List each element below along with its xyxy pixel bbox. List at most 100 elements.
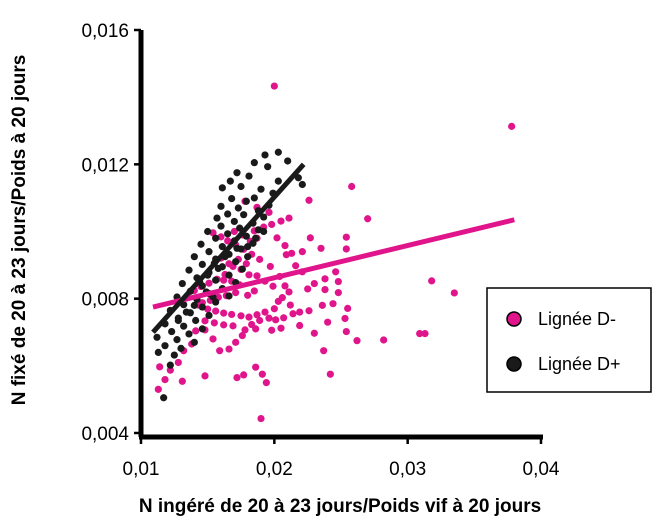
data-point-lignee-d-plus	[264, 163, 272, 171]
data-point-lignee-d-minus	[304, 285, 312, 293]
data-point-lignee-d-minus	[210, 319, 218, 327]
data-point-lignee-d-minus	[341, 314, 349, 323]
data-point-lignee-d-plus	[225, 292, 233, 300]
data-point-lignee-d-minus	[201, 372, 209, 380]
data-point-lignee-d-plus	[250, 194, 258, 202]
x-tick-label: 0,01	[123, 459, 160, 480]
data-point-lignee-d-minus	[286, 301, 294, 309]
data-point-lignee-d-minus	[277, 217, 285, 225]
data-point-lignee-d-minus	[258, 370, 266, 378]
data-point-lignee-d-plus	[190, 301, 198, 309]
y-tick-label: 0,008	[81, 290, 129, 311]
data-point-lignee-d-minus	[289, 310, 297, 318]
data-point-lignee-d-plus	[261, 151, 269, 159]
data-point-lignee-d-plus	[224, 230, 232, 238]
trendlines	[151, 162, 515, 334]
data-point-lignee-d-plus	[274, 177, 282, 185]
legend-label-lignee-d-minus: Lignée D-	[538, 309, 616, 329]
data-point-lignee-d-minus	[317, 244, 325, 252]
data-point-lignee-d-minus	[342, 327, 350, 336]
data-point-lignee-d-minus	[508, 122, 516, 130]
data-points	[153, 82, 516, 423]
data-point-lignee-d-minus	[232, 289, 240, 297]
data-point-lignee-d-minus	[242, 260, 250, 268]
data-point-lignee-d-plus	[274, 148, 282, 156]
data-point-lignee-d-minus	[332, 268, 340, 276]
data-point-lignee-d-minus	[272, 316, 280, 324]
data-point-lignee-d-minus	[306, 234, 314, 242]
data-point-lignee-d-minus	[266, 262, 274, 271]
data-point-lignee-d-plus	[212, 234, 220, 242]
data-point-lignee-d-plus	[160, 394, 168, 402]
data-point-lignee-d-minus	[342, 245, 350, 253]
trendline-lignee-d-minus	[152, 217, 515, 310]
y-tick-label: 0,012	[81, 155, 129, 176]
axes	[138, 30, 543, 440]
data-point-lignee-d-minus	[220, 276, 228, 284]
data-point-lignee-d-plus	[250, 159, 258, 167]
data-point-lignee-d-minus	[240, 371, 248, 379]
data-point-lignee-d-minus	[178, 377, 186, 385]
data-point-lignee-d-minus	[229, 322, 237, 330]
data-point-lignee-d-minus	[288, 249, 296, 257]
data-point-lignee-d-plus	[170, 351, 178, 359]
data-point-lignee-d-minus	[285, 214, 293, 222]
data-point-lignee-d-minus	[428, 277, 436, 285]
data-point-lignee-d-plus	[230, 217, 238, 226]
data-point-lignee-d-plus	[204, 227, 212, 236]
data-point-lignee-d-plus	[245, 172, 253, 180]
data-point-lignee-d-plus	[198, 303, 206, 311]
data-point-lignee-d-plus	[214, 264, 222, 273]
data-point-lignee-d-plus	[244, 243, 252, 251]
data-point-lignee-d-minus	[353, 337, 361, 345]
data-point-lignee-d-plus	[217, 202, 225, 210]
data-point-lignee-d-minus	[209, 335, 217, 343]
data-point-lignee-d-minus	[253, 272, 261, 280]
data-point-lignee-d-plus	[198, 260, 206, 269]
data-point-lignee-d-minus	[225, 345, 233, 353]
data-point-lignee-d-minus	[321, 285, 329, 294]
data-point-lignee-d-plus	[198, 325, 206, 333]
data-point-lignee-d-minus	[321, 275, 329, 283]
data-point-lignee-d-minus	[232, 338, 240, 346]
data-point-lignee-d-plus	[260, 227, 268, 236]
ticks: 0,004 0,008 0,012 0,016 0,01 0,02 0,03 0,04	[81, 21, 559, 480]
data-point-lignee-d-plus	[174, 316, 182, 325]
data-point-lignee-d-minus	[250, 287, 258, 295]
data-point-lignee-d-plus	[226, 177, 234, 185]
data-point-lignee-d-minus	[241, 326, 249, 334]
data-point-lignee-d-minus	[220, 309, 228, 317]
data-point-lignee-d-minus	[268, 326, 276, 334]
legend-marker-lignee-d-plus	[506, 356, 522, 372]
data-point-lignee-d-minus	[262, 379, 270, 387]
data-point-lignee-d-minus	[305, 196, 313, 204]
data-point-lignee-d-plus	[190, 253, 198, 261]
data-point-lignee-d-plus	[242, 232, 250, 240]
legend-marker-lignee-d-minus	[506, 311, 522, 327]
data-point-lignee-d-minus	[450, 289, 458, 297]
x-tick-label: 0,02	[256, 459, 293, 480]
data-point-lignee-d-plus	[234, 204, 242, 212]
data-point-lignee-d-minus	[220, 321, 228, 329]
data-point-lignee-d-minus	[348, 182, 356, 191]
data-point-lignee-d-minus	[233, 373, 241, 382]
data-point-lignee-d-minus	[156, 363, 164, 371]
data-point-lignee-d-plus	[242, 197, 250, 205]
legend-box	[486, 287, 652, 393]
data-point-lignee-d-minus	[245, 313, 253, 321]
data-point-lignee-d-plus	[168, 327, 176, 336]
data-point-lignee-d-minus	[238, 332, 246, 340]
data-point-lignee-d-minus	[225, 260, 233, 268]
data-point-lignee-d-minus	[256, 316, 264, 325]
data-point-lignee-d-minus	[416, 329, 424, 338]
data-point-lignee-d-minus	[329, 300, 337, 308]
data-point-lignee-d-plus	[197, 240, 205, 248]
data-point-lignee-d-minus	[261, 308, 269, 316]
data-point-lignee-d-minus	[334, 289, 342, 297]
data-point-lignee-d-minus	[320, 347, 328, 355]
data-point-lignee-d-minus	[201, 317, 209, 325]
legend-label-lignee-d-plus: Lignée D+	[538, 354, 621, 374]
data-point-lignee-d-minus	[318, 301, 326, 309]
data-point-lignee-d-plus	[233, 169, 241, 177]
data-point-lignee-d-minus	[380, 336, 388, 344]
